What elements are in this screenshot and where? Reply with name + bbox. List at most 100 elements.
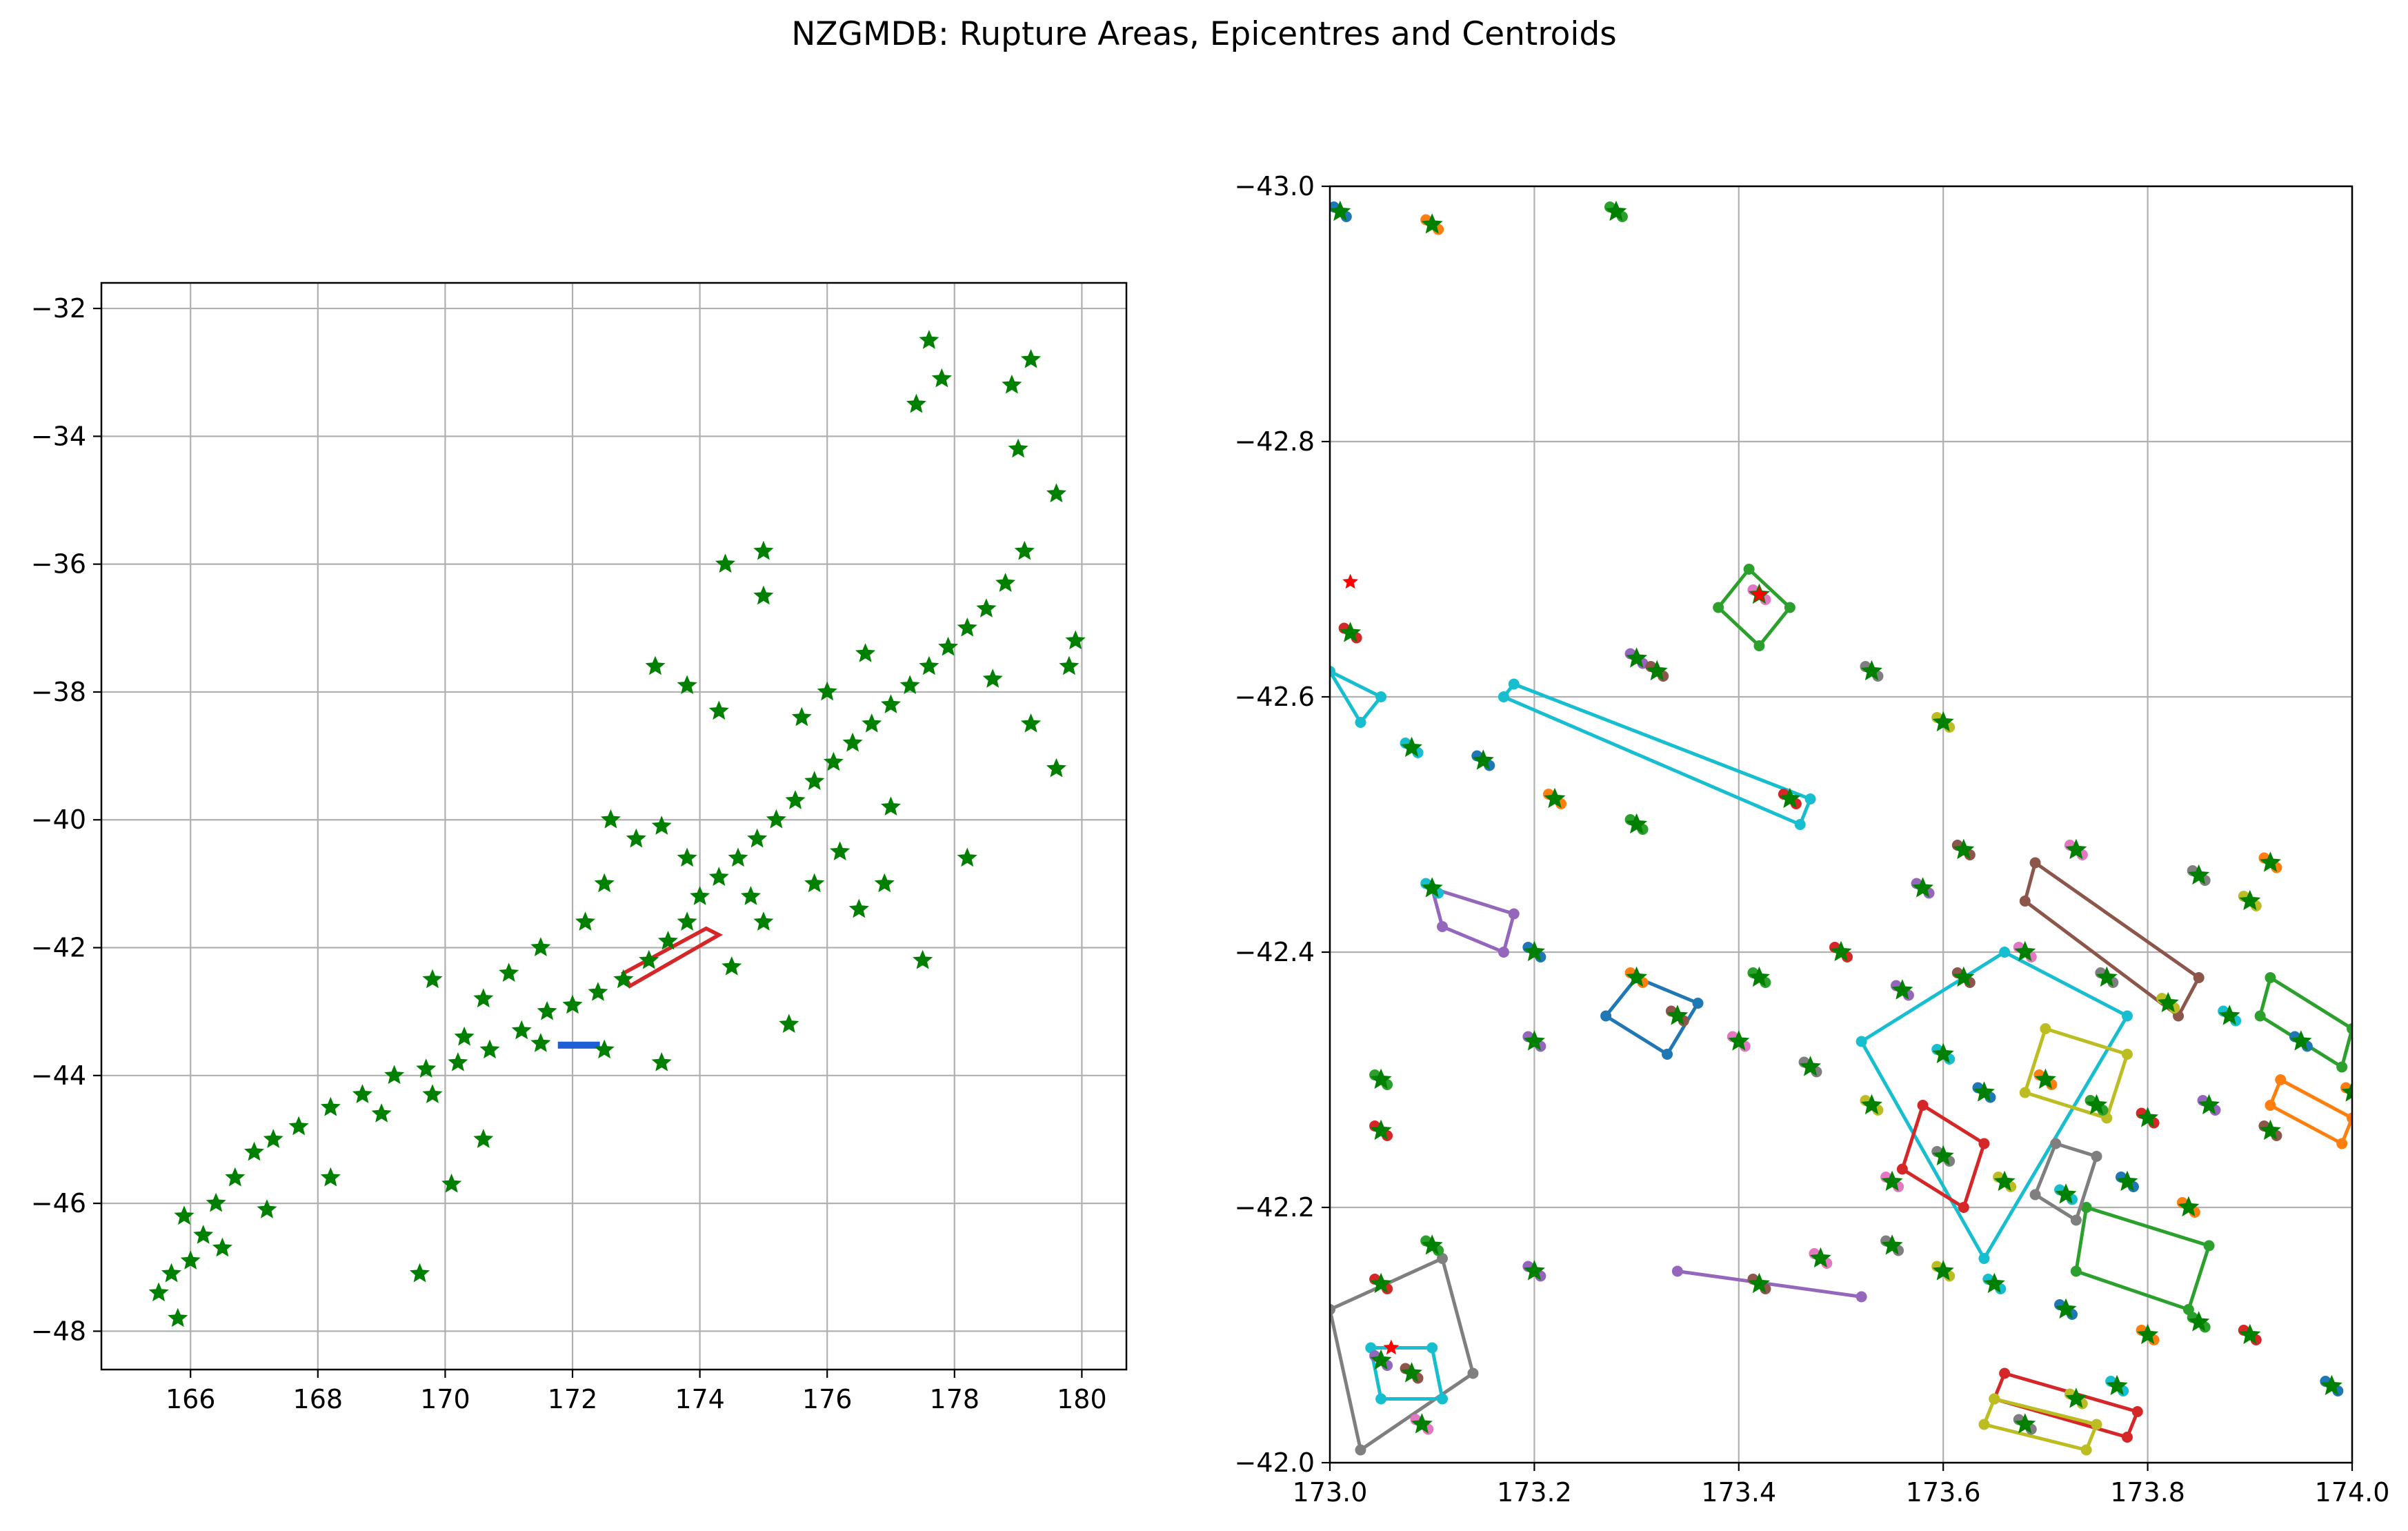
rupture-corner-marker	[2091, 1419, 2102, 1430]
rupture-corner-marker	[2336, 1138, 2348, 1149]
centroid-star	[804, 873, 825, 893]
rupture-corner-marker	[1375, 1393, 1387, 1405]
centroid-star	[938, 636, 959, 656]
y-tick-label: −42.2	[1235, 1192, 1315, 1223]
rupture-corner-marker	[2040, 1023, 2051, 1034]
centroid-star	[384, 1065, 405, 1085]
rupture-outline	[1677, 1270, 1862, 1298]
centroid-star	[1860, 660, 1882, 681]
centroid-star	[1646, 660, 1668, 681]
rupture-corner-marker	[1989, 1393, 2000, 1405]
centroid-star	[2157, 991, 2179, 1013]
centroid-star	[454, 1026, 475, 1046]
y-tick-label: −43.0	[1235, 171, 1315, 201]
centroid-star	[448, 1051, 468, 1071]
x-tick-label: 170	[420, 1384, 470, 1414]
rupture-corner-marker	[2050, 1138, 2062, 1149]
centroid-star	[1779, 787, 1801, 809]
x-tick-label: 173.4	[1701, 1477, 1776, 1508]
rupture-corner-marker	[1662, 1049, 1673, 1060]
centroid-star	[1421, 1234, 1443, 1255]
centroid-star	[2320, 1374, 2342, 1396]
rupture-corner-marker	[1355, 717, 1366, 728]
centroid-star	[206, 1192, 226, 1212]
centroid-star	[1020, 348, 1042, 368]
centroid-star	[1014, 540, 1035, 560]
centroid-star	[225, 1167, 246, 1187]
centroid-star	[174, 1205, 195, 1225]
centroid-star	[1370, 1349, 1392, 1370]
centroid-star	[1932, 1043, 1954, 1064]
rupture-corner-marker	[2265, 1100, 2276, 1111]
centroid-star	[2085, 1094, 2108, 1115]
centroid-star	[1370, 1119, 1392, 1140]
centroid-star	[2188, 1311, 2210, 1332]
rupture-corner-marker	[1999, 1367, 2011, 1379]
y-tick-label: −34	[31, 421, 86, 451]
centroid-star	[409, 1263, 430, 1283]
centroid-star	[639, 949, 659, 969]
rupture-corner-marker	[1497, 947, 1509, 958]
centroid-star	[657, 930, 679, 950]
centroid-star	[1370, 1068, 1392, 1089]
centroid-star	[1605, 200, 1627, 221]
x-tick-label: 174.0	[2315, 1477, 2390, 1508]
centroid-star	[2137, 1323, 2159, 1345]
centroid-star	[2198, 1094, 2220, 1115]
centroid-star	[1008, 438, 1028, 458]
centroid-star	[1340, 622, 1362, 642]
axes-frame	[100, 281, 1128, 1371]
rupture-corner-marker	[2265, 972, 2276, 983]
centroid-star	[2106, 1374, 2128, 1396]
rupture-corner-marker	[1753, 640, 1765, 651]
rupture-outline	[557, 1041, 600, 1049]
centroid-star	[982, 669, 1003, 688]
centroid-star	[931, 368, 952, 388]
centroid-star	[2096, 966, 2118, 987]
centroid-star	[899, 675, 920, 695]
centroid-star	[148, 1282, 169, 1302]
centroid-star	[2055, 1298, 2077, 1319]
centroid-star	[913, 949, 933, 969]
centroid-star	[957, 847, 977, 867]
centroid-star	[919, 655, 939, 675]
centroid-star	[1983, 1272, 2005, 1294]
rupture-corner-marker	[1426, 1342, 1438, 1354]
centroid-star	[562, 994, 583, 1014]
centroid-star	[1059, 655, 1079, 675]
rupture-corner-marker	[2091, 1151, 2102, 1162]
centroid-star	[2239, 889, 2261, 911]
rupture-corner-marker	[2070, 1214, 2082, 1226]
centroid-star	[288, 1116, 309, 1136]
y-tick-label: −48	[31, 1316, 86, 1346]
centroid-star	[753, 540, 774, 560]
centroid-star	[740, 886, 762, 905]
rupture-corner-marker	[2347, 1112, 2352, 1124]
centroid-star	[441, 1173, 462, 1193]
centroid-star	[473, 988, 494, 1008]
centroid-star	[537, 1000, 557, 1020]
centroid-star	[919, 330, 939, 349]
rupture-corner-marker	[1978, 1253, 1990, 1264]
centroid-star	[2014, 1413, 2036, 1434]
centroid-star	[530, 937, 551, 956]
rupture-corner-marker	[2070, 1265, 2082, 1277]
plot-area	[1330, 200, 2352, 1456]
centroid-star	[823, 751, 844, 771]
rupture-corner-marker	[2131, 1406, 2143, 1417]
x-tick-label: 176	[802, 1384, 853, 1414]
centroid-star	[511, 1020, 532, 1040]
y-tick-label: −40	[31, 804, 86, 835]
rupture-corner-marker	[1355, 1444, 1366, 1456]
rupture-corner-marker	[1855, 1036, 1867, 1047]
centroid-star	[1891, 979, 1913, 1000]
centroid-star	[1953, 838, 1975, 860]
centroid-star	[320, 1167, 341, 1187]
centroid-star	[1544, 787, 1566, 809]
rupture-corner-marker	[1784, 602, 1795, 613]
y-tick-label: −44	[31, 1060, 86, 1091]
centroid-star	[371, 1103, 392, 1123]
centroid-star	[715, 553, 736, 573]
centroid-star	[995, 573, 1016, 592]
centroid-star	[766, 809, 786, 829]
